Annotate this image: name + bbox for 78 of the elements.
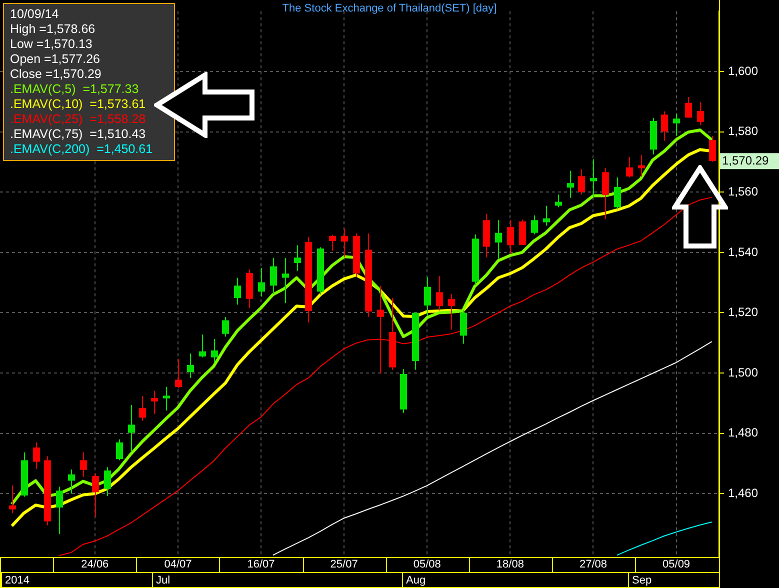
- text: Jul: [156, 574, 170, 587]
- text: .EMAV(C,5) =1,577.33: [10, 82, 140, 97]
- candlestick: [460, 310, 467, 344]
- x-tick-label: 27/08: [579, 558, 607, 571]
- candlestick: [163, 386, 170, 411]
- candlestick: [9, 485, 16, 514]
- text: 1,570.29: [722, 153, 770, 168]
- candlestick: [638, 154, 645, 177]
- annotation: Close =1,570.29: [10, 67, 102, 82]
- x-tick-label: 18/08: [496, 558, 524, 571]
- y-tick-label: 1,580: [728, 124, 758, 138]
- candlestick: [626, 156, 633, 178]
- candlestick: [33, 442, 40, 470]
- candlestick: [234, 277, 241, 306]
- candlestick: [519, 219, 526, 246]
- candlestick: [116, 438, 123, 461]
- candlestick: [104, 466, 111, 497]
- y-tick-label: 1,480: [728, 426, 758, 440]
- candlestick: [68, 469, 75, 494]
- candlestick: [341, 228, 348, 258]
- candlestick: [329, 234, 336, 252]
- candlestick: [377, 285, 384, 374]
- y-tick-label: 1,540: [728, 244, 758, 259]
- candlestick: [685, 96, 692, 118]
- candlestick: [614, 176, 621, 210]
- candlestick: [709, 135, 716, 162]
- candlestick: [507, 220, 514, 254]
- y-tick-label: 1,600: [728, 64, 758, 78]
- chart-title: The Stock Exchange of Thailand(SET) [day]: [282, 2, 497, 15]
- candlestick: [187, 352, 194, 378]
- x-tick-label: 04/07: [164, 558, 192, 571]
- text: .EMAV(C,75) =1,510.43: [10, 127, 147, 142]
- candlestick: [697, 102, 704, 126]
- candlestick: [270, 257, 277, 295]
- text: 2014: [5, 574, 30, 587]
- candlestick: [80, 452, 87, 478]
- candlestick: [424, 276, 431, 317]
- candlestick: [56, 486, 63, 535]
- text: Aug: [406, 574, 426, 587]
- text: .EMAV(C,200) =1,450.61: [10, 142, 154, 157]
- candlestick: [436, 276, 443, 311]
- candlestick: [602, 168, 609, 220]
- candlestick: [661, 110, 668, 142]
- candlestick: [294, 244, 301, 272]
- candlestick: [175, 358, 182, 389]
- candlestick: [543, 205, 550, 226]
- candlestick: [139, 395, 146, 422]
- candlestick: [590, 158, 597, 198]
- text: .EMAV(C,25) =1,558.28: [10, 112, 147, 127]
- annotation: Open =1,577.26: [10, 52, 102, 67]
- candlestick: [567, 170, 574, 198]
- y-tick-label: 1,460: [728, 486, 758, 500]
- annotation: Low =1,570.13: [10, 37, 94, 52]
- candlestick: [282, 257, 289, 304]
- candlestick: [673, 113, 680, 136]
- candlestick: [495, 220, 502, 260]
- candlestick: [222, 316, 229, 338]
- annotation: High =1,578.66: [10, 22, 96, 37]
- x-tick-label: 16/07: [247, 558, 275, 571]
- candlestick: [211, 338, 218, 363]
- candlestick: [578, 168, 585, 196]
- candlestick: [128, 404, 135, 453]
- candlestick: [258, 268, 265, 297]
- x-tick-label: 25/07: [330, 558, 358, 571]
- candlestick: [199, 334, 206, 358]
- text: .EMAV(C,10) =1,573.61: [10, 97, 147, 112]
- x-tick-label: 05/09: [662, 558, 690, 571]
- candlestick: [448, 294, 455, 330]
- y-tick-label: 1,520: [728, 305, 758, 320]
- candlestick: [531, 214, 538, 235]
- annotation: 10/09/14: [10, 7, 60, 22]
- x-tick-label: 24/06: [81, 558, 109, 571]
- text: Sep: [632, 574, 652, 587]
- y-tick-label: 1,500: [728, 365, 758, 380]
- candlestick: [151, 390, 158, 415]
- x-tick-label: 05/08: [413, 558, 441, 571]
- candlestick: [92, 472, 99, 518]
- y-tick-label: 1,560: [728, 184, 758, 198]
